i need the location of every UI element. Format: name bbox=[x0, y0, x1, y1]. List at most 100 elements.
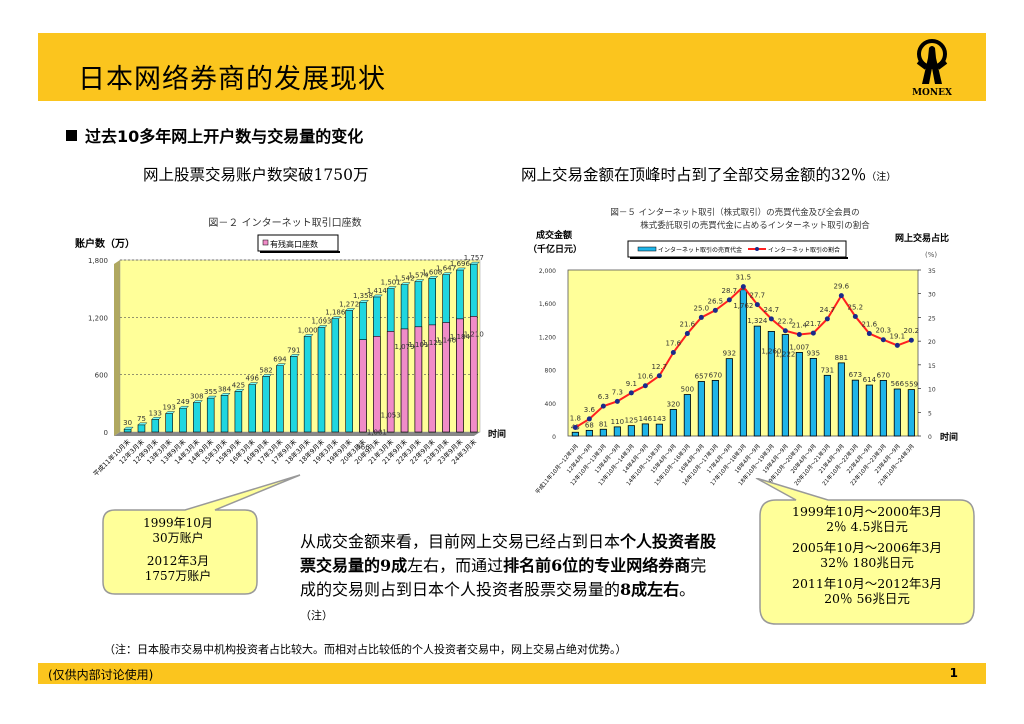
chart2-bar bbox=[725, 358, 733, 437]
chart1-side-wall bbox=[114, 260, 120, 436]
chart2-bar bbox=[893, 388, 901, 437]
chart1-data-label-pink: 1,121 bbox=[422, 339, 442, 347]
chart2-ytick: 2,000 bbox=[539, 268, 556, 275]
chart2-y2tick: 15 bbox=[928, 363, 936, 370]
chart2-ratio-label: 10.6 bbox=[638, 373, 654, 381]
chart1-bar-top bbox=[372, 294, 383, 298]
callout-right-shape bbox=[755, 478, 975, 625]
chart2-bar bbox=[613, 426, 621, 437]
chart2-ratio-point bbox=[684, 331, 690, 337]
chart1-bar-top bbox=[275, 363, 286, 366]
chart2-ratio-label: 1.8 bbox=[570, 414, 581, 422]
chart1-bar-pink bbox=[373, 336, 381, 433]
chart2-bar bbox=[795, 352, 803, 437]
chart1-bar-top bbox=[234, 389, 245, 392]
chart1-bar bbox=[165, 413, 173, 433]
chart1-bar bbox=[290, 356, 298, 433]
chart1-data-label: 694 bbox=[273, 356, 287, 364]
chart2-y2unit: (%) bbox=[925, 251, 937, 259]
chart2-ratio-label: 17.6 bbox=[666, 340, 682, 348]
chart1-data-label: 1,093 bbox=[311, 318, 331, 326]
chart2-ratio-label: 22.2 bbox=[778, 318, 794, 326]
callout-left-line1: 1999年10月 bbox=[143, 516, 213, 530]
chart2-bar-label: 1,324 bbox=[747, 317, 768, 325]
page-title: 日本网络券商的发展现状 bbox=[78, 64, 386, 95]
chart1-bar-pink bbox=[359, 339, 367, 433]
chart2-bar bbox=[683, 394, 691, 437]
callout-left-shape bbox=[102, 474, 301, 595]
left-subtitle: 网上股票交易账户数突破1750万 bbox=[143, 166, 369, 184]
chart2-ytick: 1,200 bbox=[539, 334, 556, 341]
chart2-ratio-label: 31.5 bbox=[736, 274, 752, 282]
accounts-chart: 図－２ インターネット取引口座数 账户数（万） 有残高口座数 0 600 1,200… bbox=[75, 216, 506, 478]
chart1-data-label: 355 bbox=[204, 388, 217, 396]
chart2-bar bbox=[767, 331, 775, 437]
chart1-bar-top bbox=[303, 334, 314, 337]
chart2-bar bbox=[907, 389, 915, 437]
chart2-ratio-label: 24.7 bbox=[764, 306, 780, 314]
section-heading: 过去10多年网上开户数与交易量的变化 bbox=[66, 123, 363, 147]
chart2-ratio-point bbox=[866, 331, 872, 337]
chart2-bar-label: 125 bbox=[625, 417, 638, 425]
chart2-legend: インターネット取引の売買代金 インターネット取引の割合 bbox=[627, 240, 848, 259]
chart1-bar bbox=[262, 376, 270, 433]
chart1-bar-top bbox=[345, 308, 356, 311]
chart1-data-label: 133 bbox=[149, 409, 162, 417]
chart2-ratio-point bbox=[726, 297, 732, 303]
chart1-data-label: 1,358 bbox=[353, 292, 373, 300]
chart2-ratio-point bbox=[740, 284, 746, 290]
chart1-data-label: 1,414 bbox=[367, 287, 388, 295]
chart2-bar-label: 731 bbox=[821, 366, 834, 374]
callout-right-p1-line1: 1999年10月～2000年3月 bbox=[792, 504, 942, 519]
chart1-bar-top bbox=[359, 300, 369, 303]
chart1-data-label: 249 bbox=[176, 398, 189, 406]
chart2-bar bbox=[781, 334, 789, 437]
chart2-ratio-point bbox=[586, 416, 592, 422]
chart2-bar bbox=[711, 379, 719, 437]
chart2-ratio-point bbox=[880, 337, 886, 343]
page-number: 1 bbox=[949, 666, 958, 680]
chart2-ratio-point bbox=[852, 313, 858, 319]
chart2-ratio-label: 26.5 bbox=[708, 297, 724, 305]
chart1-bar-top bbox=[428, 276, 439, 279]
chart2-ratio-label: 24.7 bbox=[820, 306, 836, 314]
chart1-data-label: 425 bbox=[232, 381, 245, 389]
chart2-ratio-point bbox=[628, 390, 634, 396]
chart2-bar-label: 68 bbox=[585, 421, 594, 429]
right-subtitle: 网上交易金额在顶峰时占到了全部交易金额的32％（注） bbox=[521, 163, 896, 185]
chart2-bar-label: 559 bbox=[905, 381, 918, 389]
chart1-floor bbox=[114, 432, 480, 436]
chart2-bar-label: 670 bbox=[877, 371, 890, 379]
chart1-bar-pink bbox=[470, 316, 478, 433]
chart2-ratio-point bbox=[670, 350, 676, 356]
chart2-bar-label: 1,007 bbox=[789, 343, 809, 351]
chart1-bar-top bbox=[192, 400, 203, 403]
body-seg3: 左右，而通过 bbox=[407, 556, 504, 575]
chart1-bar-top bbox=[386, 286, 397, 289]
chart2-xlabel: 时间 bbox=[940, 431, 958, 443]
chart2-bar bbox=[879, 379, 887, 437]
chart2-ratio-label: 3.6 bbox=[584, 406, 596, 414]
chart2-legend-line: インターネット取引の割合 bbox=[768, 246, 840, 254]
chart2-bar-label: 935 bbox=[807, 349, 820, 357]
chart2-bar bbox=[641, 423, 649, 437]
chart2-bar-label: 932 bbox=[723, 350, 736, 358]
chart2-ratio-point bbox=[656, 373, 662, 379]
chart2-ratio-label: 21.6 bbox=[862, 321, 878, 329]
chart1-bar-top bbox=[165, 411, 176, 414]
chart1-data-label: 1,501 bbox=[381, 279, 401, 287]
callout-right-p3-line2: 20％ 56兆日元 bbox=[824, 591, 910, 606]
callout-right-p1-line2: 2％ 4.5兆日元 bbox=[826, 519, 908, 534]
chart1-bar-top bbox=[262, 374, 273, 377]
chart1-bar bbox=[345, 310, 353, 433]
chart2-ratio-label: 12.7 bbox=[652, 363, 668, 371]
chart1-ytick: 1,800 bbox=[88, 257, 108, 265]
chart2-ratio-label: 20.3 bbox=[876, 327, 892, 335]
chart2-bar-label: 670 bbox=[709, 371, 722, 379]
chart2-ytick: 400 bbox=[545, 401, 557, 408]
chart2-bar-label: 81 bbox=[599, 420, 608, 428]
chart1-bar-top bbox=[331, 316, 342, 319]
chart1-bar-pink bbox=[400, 328, 409, 433]
callout-right: 1999年10月～2000年3月 2％ 4.5兆日元 2005年10月～2006… bbox=[764, 504, 970, 606]
header-bar bbox=[38, 33, 986, 101]
